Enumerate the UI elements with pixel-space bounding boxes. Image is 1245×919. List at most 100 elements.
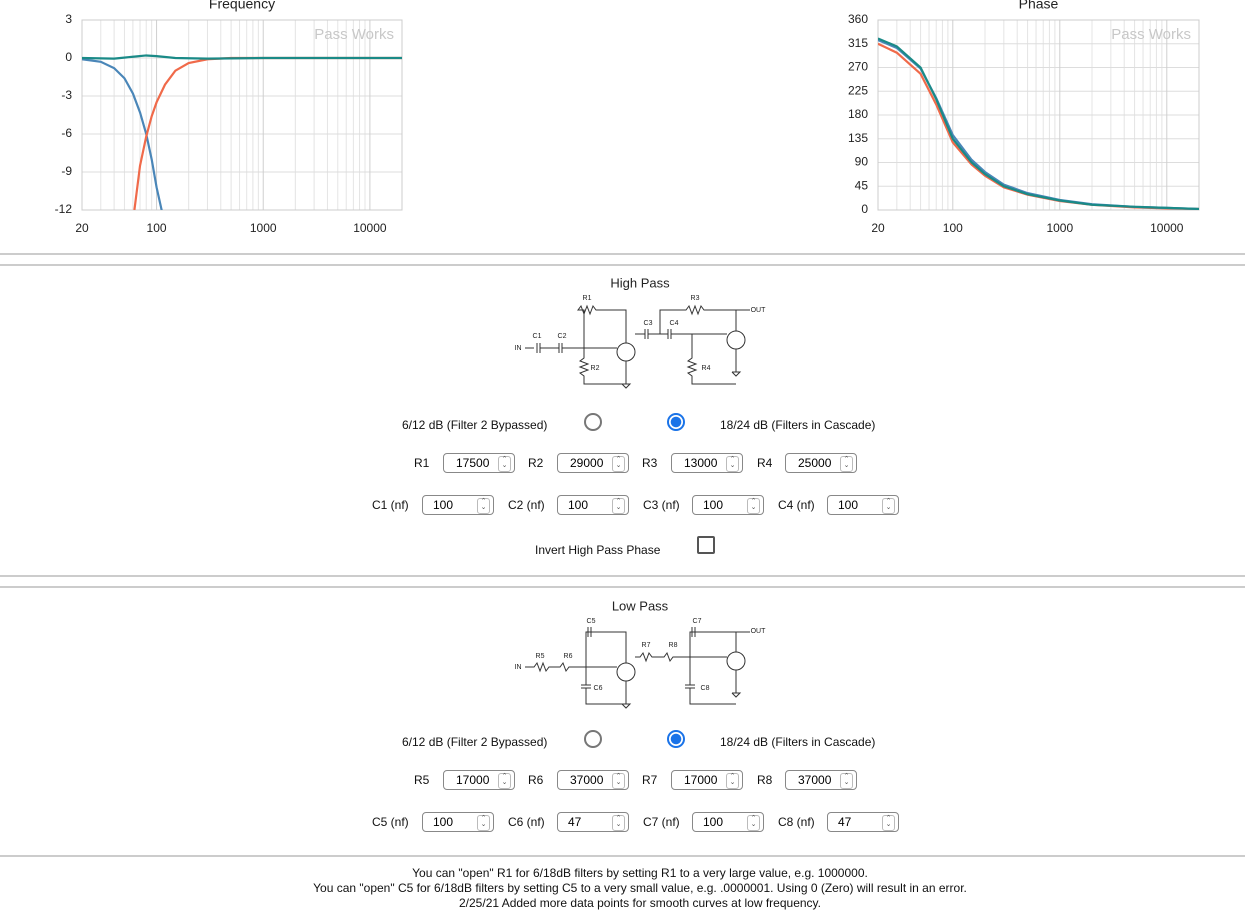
number-input[interactable]: 100 ⌃ ⌄ [827, 495, 899, 515]
x-tick-label: 20 [871, 221, 885, 235]
checkbox-label: Invert High Pass Phase [535, 543, 661, 557]
schematic-label: R1 [583, 295, 592, 302]
radio-button[interactable] [584, 730, 602, 748]
spinner[interactable]: ⌃ ⌄ [882, 498, 895, 514]
number-input[interactable]: 37000 ⌃ ⌄ [557, 770, 629, 790]
y-tick-label: -3 [61, 88, 72, 102]
spinner[interactable]: ⌃ ⌄ [612, 456, 625, 472]
opamp [616, 342, 636, 362]
y-tick-label: 0 [861, 202, 868, 216]
number-input[interactable]: 17500 ⌃ ⌄ [443, 453, 515, 473]
number-input[interactable]: 100 ⌃ ⌄ [422, 495, 494, 515]
wire [689, 631, 737, 657]
spinner[interactable]: ⌃ ⌄ [747, 498, 760, 514]
wire [635, 651, 727, 663]
y-tick-label: 315 [848, 36, 868, 50]
schematic-label: C1 [533, 333, 542, 340]
wire [659, 304, 737, 334]
series-line [878, 42, 1199, 210]
chart-title: Frequency [209, 0, 275, 12]
schematic-label: R5 [536, 653, 545, 660]
wire [621, 383, 632, 389]
schematic-label: C8 [701, 685, 710, 692]
field-label: C7 (nf) [643, 815, 680, 829]
section-title: High Pass [610, 275, 670, 290]
number-input[interactable]: 100 ⌃ ⌄ [557, 495, 629, 515]
y-tick-label: 225 [848, 83, 868, 97]
field-label: R6 [528, 773, 544, 787]
x-tick-label: 1000 [250, 221, 277, 235]
watermark: Pass Works [314, 26, 394, 43]
footnote: You can "open" R1 for 6/18dB filters by … [412, 866, 868, 880]
spinner[interactable]: ⌃ ⌄ [498, 456, 511, 472]
number-input[interactable]: 25000 ⌃ ⌄ [785, 453, 857, 473]
option-label: 18/24 dB (Filters in Cascade) [720, 418, 876, 432]
field-label: R1 [414, 456, 430, 470]
number-input[interactable]: 100 ⌃ ⌄ [692, 812, 764, 832]
number-input[interactable]: 100 ⌃ ⌄ [692, 495, 764, 515]
number-input[interactable]: 29000 ⌃ ⌄ [557, 453, 629, 473]
wire [731, 371, 742, 377]
wire [577, 304, 627, 348]
x-tick-label: 10000 [1150, 221, 1184, 235]
y-tick-label: 90 [855, 155, 869, 169]
y-tick-label: 0 [65, 50, 72, 64]
schematic-label: C6 [594, 685, 603, 692]
field-label: C8 (nf) [778, 815, 815, 829]
high-pass-schematic [525, 304, 750, 389]
field-label: C2 (nf) [508, 498, 545, 512]
field-label: C1 (nf) [372, 498, 409, 512]
radio-button[interactable] [667, 730, 685, 748]
schematic-label: C3 [644, 320, 653, 327]
schematic-label: IN [515, 345, 522, 352]
series-line [878, 39, 1199, 210]
spinner[interactable]: ⌃ ⌄ [726, 456, 739, 472]
number-input[interactable]: 17000 ⌃ ⌄ [671, 770, 743, 790]
spinner[interactable]: ⌃ ⌄ [498, 773, 511, 789]
spinner[interactable]: ⌃ ⌄ [477, 498, 490, 514]
opamp [726, 651, 746, 671]
footnote: You can "open" C5 for 6/18dB filters by … [313, 881, 967, 895]
number-input[interactable]: 47 ⌃ ⌄ [827, 812, 899, 832]
spinner[interactable]: ⌃ ⌄ [726, 773, 739, 789]
y-tick-label: -9 [61, 164, 72, 178]
number-input[interactable]: 37000 ⌃ ⌄ [785, 770, 857, 790]
radio-button[interactable] [584, 413, 602, 431]
series-line [878, 37, 1199, 210]
schematic-label: R6 [564, 653, 573, 660]
number-input[interactable]: 47 ⌃ ⌄ [557, 812, 629, 832]
spinner[interactable]: ⌃ ⌄ [747, 815, 760, 831]
section-title: Low Pass [612, 598, 669, 613]
y-tick-label: 135 [848, 131, 868, 145]
spinner[interactable]: ⌃ ⌄ [840, 456, 853, 472]
spinner[interactable]: ⌃ ⌄ [612, 815, 625, 831]
spinner[interactable]: ⌃ ⌄ [612, 498, 625, 514]
spinner[interactable]: ⌃ ⌄ [840, 773, 853, 789]
number-input[interactable]: 13000 ⌃ ⌄ [671, 453, 743, 473]
field-label: R3 [642, 456, 658, 470]
checkbox[interactable] [697, 536, 715, 554]
field-label: C4 (nf) [778, 498, 815, 512]
x-tick-label: 100 [943, 221, 963, 235]
radio-button[interactable] [667, 413, 685, 431]
y-tick-label: 3 [65, 12, 72, 26]
schematic-label: R7 [642, 642, 651, 649]
schematic-label: OUT [751, 628, 767, 635]
number-input[interactable]: 100 ⌃ ⌄ [422, 812, 494, 832]
wire [585, 688, 626, 705]
spinner[interactable]: ⌃ ⌄ [477, 815, 490, 831]
field-label: R8 [757, 773, 773, 787]
option-label: 6/12 dB (Filter 2 Bypassed) [402, 735, 548, 749]
number-input[interactable]: 17000 ⌃ ⌄ [443, 770, 515, 790]
plot-frame [81, 19, 403, 211]
series-line [82, 54, 402, 60]
field-label: C5 (nf) [372, 815, 409, 829]
schematic-label: C5 [587, 618, 596, 625]
spinner[interactable]: ⌃ ⌄ [882, 815, 895, 831]
spinner[interactable]: ⌃ ⌄ [612, 773, 625, 789]
schematic-label: R8 [669, 642, 678, 649]
schematic-label: R4 [702, 365, 711, 372]
wire [686, 334, 736, 385]
option-label: 18/24 dB (Filters in Cascade) [720, 735, 876, 749]
